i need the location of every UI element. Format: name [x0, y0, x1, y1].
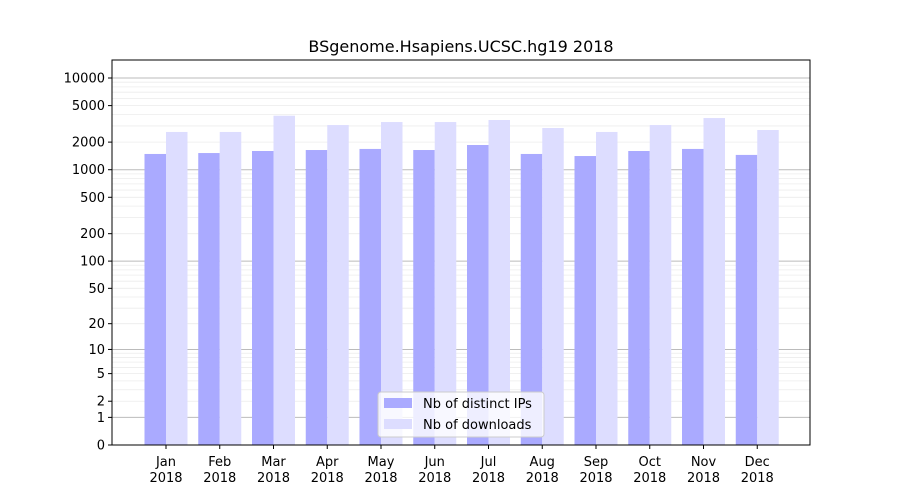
- x-tick-label: 2018: [741, 471, 774, 486]
- bar-ips: [144, 153, 166, 445]
- legend: Nb of distinct IPs Nb of downloads: [377, 391, 545, 438]
- bar-ips: [252, 150, 274, 445]
- x-tick-label: May: [368, 455, 395, 470]
- y-tick-label: 10000: [64, 71, 105, 86]
- bar-ips: [305, 150, 328, 445]
- x-tick-label: 2018: [472, 471, 505, 486]
- legend-label: Nb of distinct IPs: [423, 397, 532, 412]
- x-tick-label: 2018: [149, 471, 182, 486]
- x-tick-label: 2018: [579, 471, 612, 486]
- bar-downloads: [757, 130, 779, 445]
- bar-downloads: [542, 128, 564, 445]
- y-tick-label: 1: [97, 411, 105, 426]
- x-tick-label: Feb: [208, 455, 231, 470]
- bar-ips: [520, 153, 543, 445]
- bar-downloads: [327, 125, 349, 445]
- x-tick-label: 2018: [257, 471, 290, 486]
- x-tick-label: 2018: [633, 471, 666, 486]
- y-tick-label: 0: [97, 439, 105, 454]
- x-tick-label: Nov: [691, 455, 717, 470]
- x-tick-label: Jul: [480, 455, 497, 470]
- x-tick-label: 2018: [526, 471, 559, 486]
- x-tick-label: Apr: [316, 455, 339, 470]
- x-tick-label: Jan: [155, 455, 176, 470]
- x-tick-label: 2018: [364, 471, 397, 486]
- x-tick-label: Jun: [424, 455, 445, 470]
- bar-downloads: [649, 125, 672, 445]
- y-tick-label: 2000: [72, 136, 105, 151]
- y-tick-label: 100: [80, 255, 105, 270]
- chart-title: BSgenome.Hsapiens.UCSC.hg19 2018: [308, 37, 613, 56]
- x-tick-label: Sep: [584, 455, 609, 470]
- legend-box: [377, 391, 545, 438]
- bar-downloads: [381, 122, 403, 445]
- bar-downloads: [219, 131, 242, 445]
- bar-ips: [628, 150, 650, 445]
- x-tick-label: Oct: [639, 455, 661, 470]
- x-tick-label: 2018: [687, 471, 720, 486]
- bar-downloads: [166, 131, 188, 445]
- x-tick-label: Mar: [261, 455, 286, 470]
- bar-downloads: [273, 115, 295, 446]
- legend-swatch: [384, 398, 412, 408]
- y-tick-label: 10: [88, 343, 105, 358]
- bar-ips: [198, 153, 220, 445]
- bar-ips: [735, 154, 758, 446]
- bar-ips: [682, 148, 704, 445]
- bar-ips: [413, 150, 435, 445]
- y-tick-label: 5: [97, 367, 105, 382]
- y-tick-label: 2: [97, 395, 105, 410]
- x-tick-label: Aug: [530, 455, 555, 470]
- bar-downloads: [703, 118, 725, 445]
- y-tick-label: 5000: [72, 99, 105, 114]
- bar-ips: [467, 145, 489, 445]
- x-tick-label: Dec: [745, 455, 770, 470]
- y-tick-label: 200: [80, 227, 105, 242]
- bar-downloads: [434, 122, 457, 445]
- plot-frame: [111, 59, 811, 446]
- y-tick-label: 50: [88, 282, 105, 297]
- y-tick-label: 500: [80, 191, 105, 206]
- legend-swatch: [384, 419, 412, 429]
- bar-ips: [574, 156, 596, 446]
- y-tick-label: 20: [88, 317, 105, 332]
- legend-label: Nb of downloads: [423, 418, 532, 433]
- x-tick-label: 2018: [311, 471, 344, 486]
- bar-ips: [359, 148, 381, 445]
- bar-downloads: [488, 119, 510, 446]
- bar-downloads: [596, 131, 618, 445]
- y-tick-label: 1000: [72, 163, 105, 178]
- x-tick-label: 2018: [203, 471, 236, 486]
- x-tick-label: 2018: [418, 471, 451, 486]
